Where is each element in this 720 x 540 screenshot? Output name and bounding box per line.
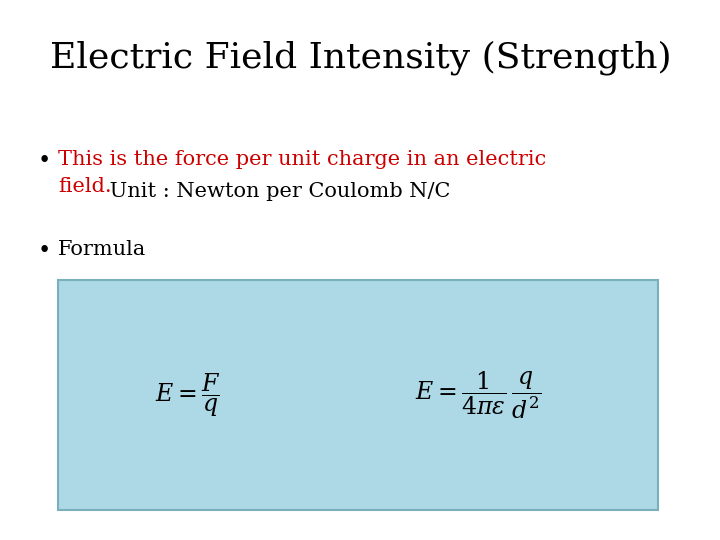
Text: $\mathit{E} = \dfrac{1}{4\pi\varepsilon}\,\dfrac{\mathit{q}}{\mathit{d}^2}$: $\mathit{E} = \dfrac{1}{4\pi\varepsilon}… xyxy=(415,369,541,421)
Text: This is the force per unit charge in an electric
field.: This is the force per unit charge in an … xyxy=(58,150,546,195)
Text: Unit : Newton per Coulomb N/C: Unit : Newton per Coulomb N/C xyxy=(103,182,451,201)
FancyBboxPatch shape xyxy=(58,280,658,510)
Text: $\mathit{E} = \dfrac{\mathit{F}}{\mathit{q}}$: $\mathit{E} = \dfrac{\mathit{F}}{\mathit… xyxy=(156,372,221,418)
Text: •: • xyxy=(38,240,51,262)
Text: Formula: Formula xyxy=(58,240,146,259)
Text: •: • xyxy=(38,150,51,172)
Text: Electric Field Intensity (Strength): Electric Field Intensity (Strength) xyxy=(50,40,672,75)
